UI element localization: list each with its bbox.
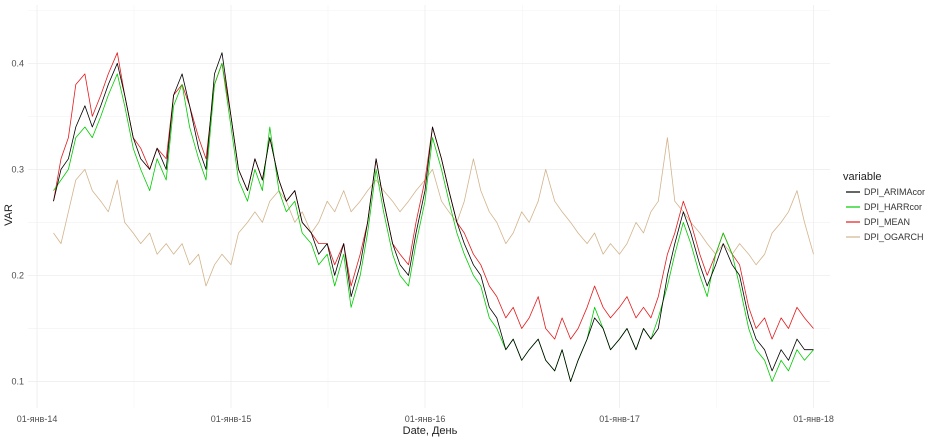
series-line-dpi-arimacor: [53, 52, 814, 382]
y-tick-label: 0.2: [11, 270, 24, 280]
x-tick-label: 01-янв-14: [17, 414, 58, 424]
legend-title: variable: [843, 171, 882, 183]
x-tick-label: 01-янв-17: [599, 414, 640, 424]
legend-label: DPI_HARRcor: [864, 202, 922, 212]
y-tick-label: 0.3: [11, 164, 24, 174]
y-axis-title: VAR: [3, 204, 15, 226]
x-axis-title: Date, День: [403, 425, 458, 437]
x-tick-label: 01-янв-15: [211, 414, 252, 424]
y-axis-ticks: 0.1 0.2 0.3 0.4: [11, 58, 24, 386]
x-tick-label: 01-янв-18: [793, 414, 834, 424]
grid-major: [28, 5, 830, 408]
series-layer: [53, 52, 814, 382]
grid-minor: [28, 5, 830, 408]
x-tick-label: 01-янв-16: [405, 414, 446, 424]
x-axis-ticks: 01-янв-14 01-янв-15 01-янв-16 01-янв-17 01-я…: [17, 414, 834, 424]
series-line-dpi-mean: [53, 52, 814, 340]
y-tick-label: 0.1: [11, 376, 24, 386]
legend: variable DPI_ARIMAcor DPI_HARRcor DPI_MEAN…: [843, 171, 925, 242]
legend-label: DPI_OGARCH: [864, 232, 924, 242]
y-tick-label: 0.4: [11, 58, 24, 68]
legend-label: DPI_ARIMAcor: [864, 187, 925, 197]
series-line-dpi-harrcor: [53, 62, 814, 382]
series-line-dpi-ogarch: [53, 137, 814, 287]
legend-label: DPI_MEAN: [864, 217, 910, 227]
